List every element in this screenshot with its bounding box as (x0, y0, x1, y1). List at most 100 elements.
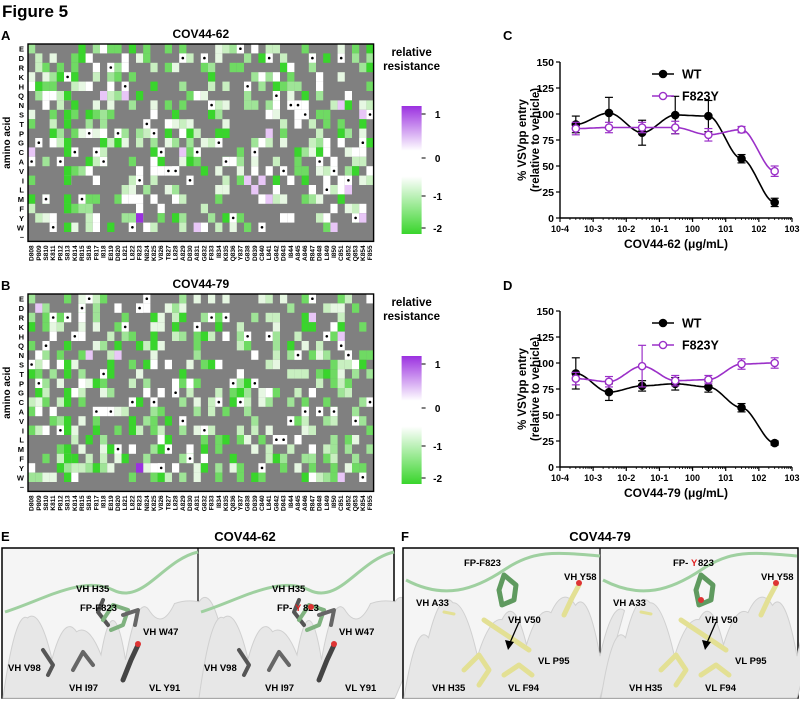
heatmap-cell (301, 147, 309, 157)
heatmap-cell (35, 213, 43, 223)
site-label: V826 (158, 495, 165, 511)
heatmap-cell (35, 425, 43, 435)
heatmap-cell (280, 453, 288, 464)
site-label: A829 (180, 245, 187, 261)
heatmap-cell (258, 294, 266, 304)
amino-acid-label: H (19, 82, 24, 91)
site-label: Q836 (230, 245, 237, 261)
residue-label: VH H35 (629, 683, 663, 694)
heatmap-cell (366, 175, 374, 185)
site-label: L849 (324, 495, 331, 510)
heatmap-cell (308, 194, 316, 204)
amino-acid-label: A (19, 408, 25, 417)
wildtype-dot (181, 419, 185, 423)
heatmap-cell (49, 91, 57, 101)
heatmap-cell (251, 472, 259, 482)
heatmap-cell (121, 312, 129, 323)
heatmap-cell (136, 128, 144, 138)
residue-label: VL P95 (735, 656, 767, 667)
residue-stick (120, 642, 141, 683)
y-axis-label-line2: (relative to vehicle) (530, 337, 542, 441)
site-label: A831 (194, 245, 201, 261)
site-label: K814 (72, 245, 79, 261)
heatmap-cell (164, 416, 172, 426)
heatmap-cell (56, 72, 64, 82)
wildtype-dot (332, 410, 336, 413)
heatmap-cell (337, 378, 345, 388)
heatmap-cell (107, 369, 115, 379)
heatmap-cell (71, 453, 79, 464)
wildtype-dot (318, 160, 321, 163)
heatmap-cell (323, 303, 331, 313)
site-label: I850 (331, 245, 338, 258)
heatmap-cell (56, 463, 64, 473)
heatmap-cell (49, 406, 57, 417)
heatmap-cell (222, 185, 230, 195)
heatmap-cell (330, 203, 338, 214)
heatmap-cell (136, 341, 144, 351)
y-tick-label: 125 (536, 332, 554, 344)
heatmap-cell (294, 369, 302, 379)
heatmap-cell (172, 312, 180, 323)
wildtype-dot (296, 353, 300, 357)
wildtype-dot (51, 316, 55, 319)
heatmap-cell (150, 194, 158, 204)
heatmap-cell (172, 185, 180, 195)
heatmap-cell (265, 128, 273, 138)
heatmap-cell (150, 472, 158, 482)
heatmap-cell (236, 156, 244, 167)
heatmap-cell (42, 156, 50, 167)
heatmap-cell (100, 138, 108, 148)
heatmap-cell (164, 472, 172, 482)
heatmap-cell (92, 378, 100, 388)
wildtype-dot (152, 400, 156, 404)
heatmap-cell (316, 194, 324, 204)
site-label: A846 (302, 495, 309, 511)
heatmap-cell (244, 175, 252, 185)
heatmap-cell (128, 472, 136, 482)
x-axis-label: COV44-62 (μg/mL) (624, 237, 728, 251)
site-label: L849 (324, 245, 331, 260)
x-tick-label: 102 (751, 224, 766, 234)
heatmap-cell (92, 303, 100, 313)
wildtype-dot (253, 150, 257, 154)
heatmap-cell (92, 72, 100, 82)
amino-acid-label: I (22, 176, 24, 185)
wildtype-dot (87, 132, 91, 135)
wildtype-dot (73, 335, 77, 338)
heatmap-cell (136, 166, 144, 176)
heatmap-cell (359, 416, 367, 426)
residue-label: VH Y58 (564, 572, 597, 583)
heatmap-cell (366, 53, 374, 63)
heatmap-cell (344, 147, 352, 157)
residue-label: FP- (673, 558, 688, 569)
site-label: G838 (245, 245, 252, 261)
heatmap-cell (150, 406, 158, 417)
data-point-f823y (704, 130, 713, 140)
site-label: F833 (209, 495, 216, 510)
heatmap-cell (330, 156, 338, 167)
heatmap-cell (352, 303, 360, 313)
x-tick-label: 103 (784, 224, 799, 234)
heatmap-cell (352, 53, 360, 63)
heatmap-cell (107, 463, 115, 473)
heatmap-cell (193, 425, 201, 435)
heatmap-cell (265, 294, 273, 304)
heatmap-cell (280, 294, 288, 304)
heatmap-cell (308, 62, 316, 73)
heatmap-cell (92, 341, 100, 351)
amino-acid-label: A (19, 158, 25, 167)
heatmap-cell (236, 341, 244, 351)
heatmap-cell (193, 222, 201, 232)
wildtype-dot (267, 56, 271, 60)
heatmap-cell (128, 416, 136, 426)
heatmap-cell (143, 222, 151, 232)
heatmap-cell (359, 350, 367, 360)
residue-stick (41, 648, 55, 677)
arrow-line (508, 621, 520, 646)
x-tick-label: 100 (685, 473, 700, 483)
panel-letter-a: A (1, 28, 11, 43)
heatmap-cell (114, 303, 122, 313)
residue-stick (481, 617, 532, 653)
heatmap-cell (136, 203, 144, 214)
